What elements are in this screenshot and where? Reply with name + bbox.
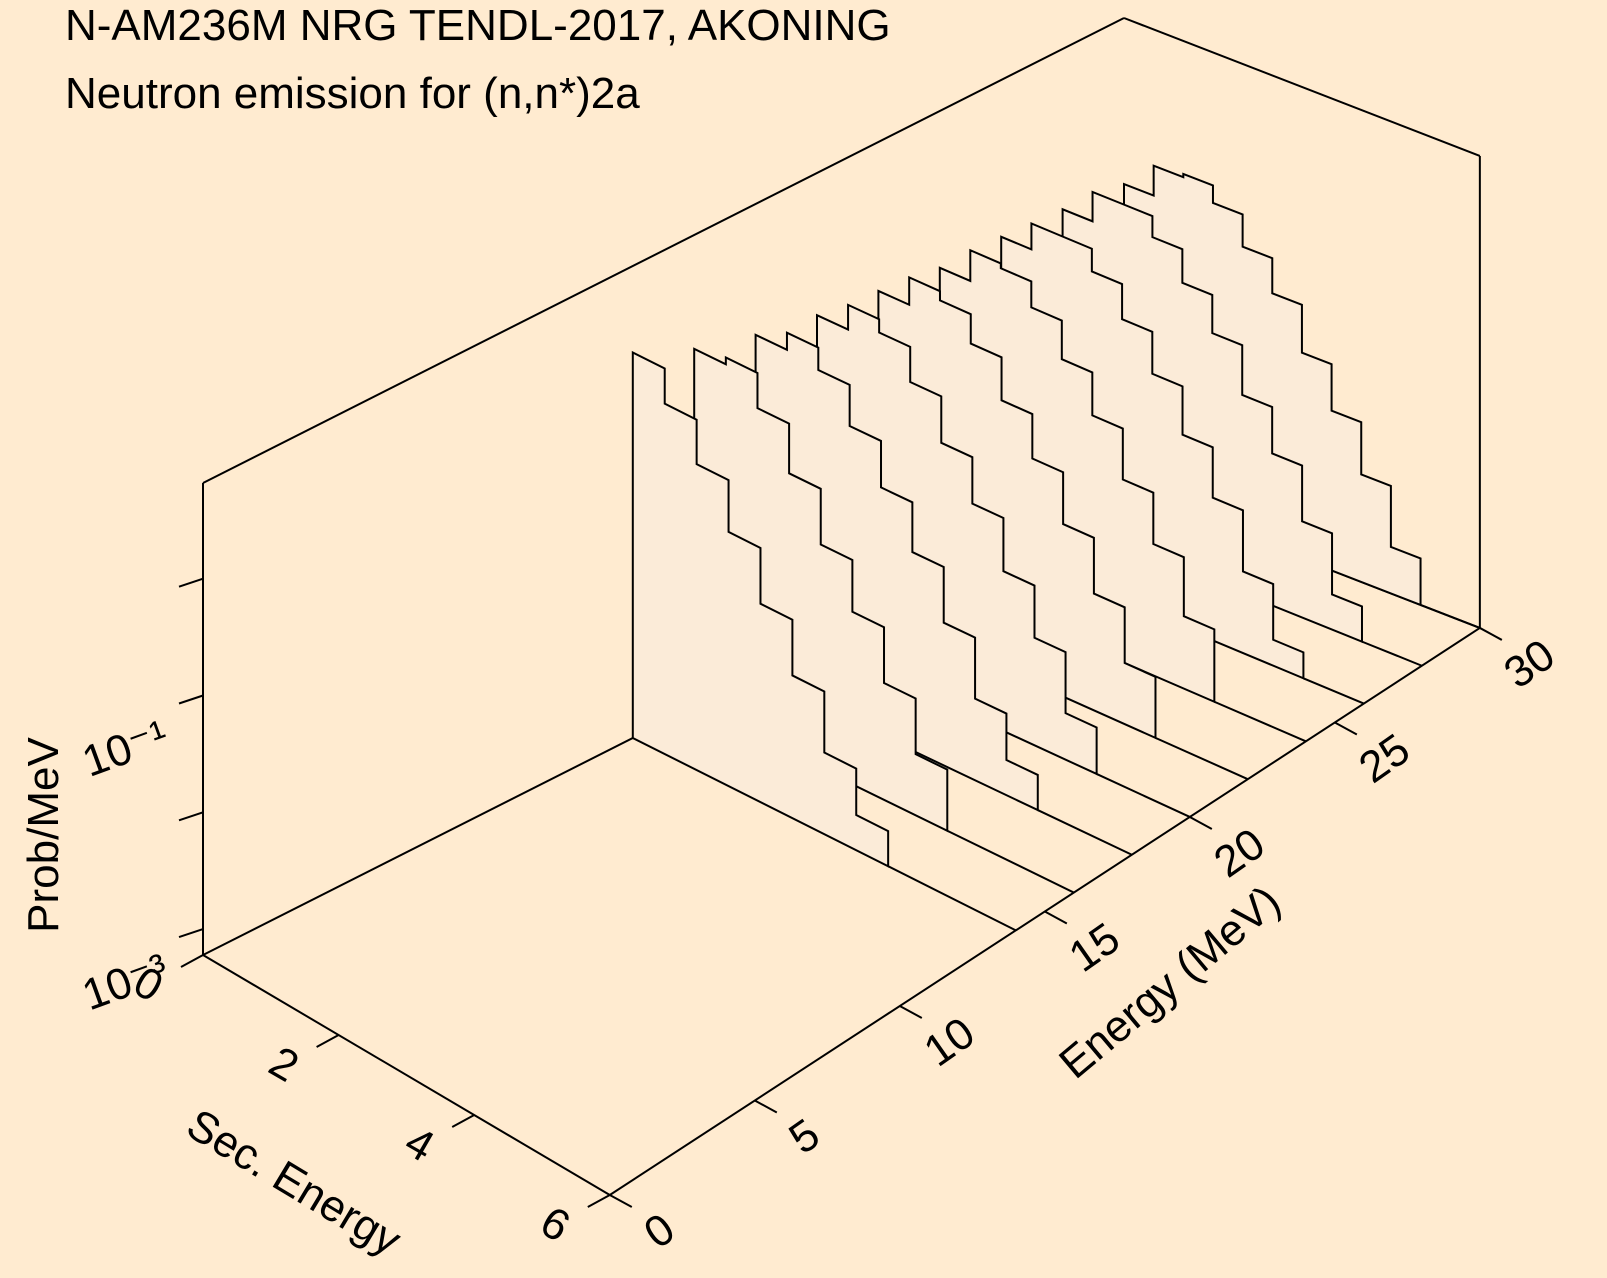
spectrum-baseline [1096,773,1191,818]
x-tick [587,1194,611,1208]
spectrum-baseline [887,865,1017,932]
z-tick [178,577,204,588]
y-tick [1044,910,1068,925]
box-edge [202,17,1125,484]
x-axis [202,954,611,1196]
spectrum [631,350,890,868]
y-tick [899,1005,923,1019]
chart-title: N-AM236M NRG TENDL-2017, AKONING [65,1,891,50]
box-edge [1123,17,1481,157]
y-tick [1189,816,1213,830]
z-tick [178,928,204,939]
spectrum-baseline [1361,640,1423,667]
spectrum-baseline [1420,604,1481,629]
spectrum-baseline [1155,736,1249,781]
spectrum-baseline [1037,809,1133,856]
z-tick [178,811,204,822]
chart-subtitle: Neutron emission for (n,n*)2a [65,69,640,118]
z-axis-title: Prob/MeV [19,737,68,933]
spectrum-baseline [1303,677,1365,705]
y-tick [754,1099,778,1114]
spectrum-baseline [1213,700,1307,743]
x-tick [451,1114,475,1128]
spectrum-baseline [946,829,1075,894]
z-tick [178,694,204,705]
x-tick [316,1034,340,1048]
x-tick [180,954,204,968]
y-tick [609,1194,633,1208]
y-tick [1479,627,1503,641]
y-tick [1334,721,1358,736]
